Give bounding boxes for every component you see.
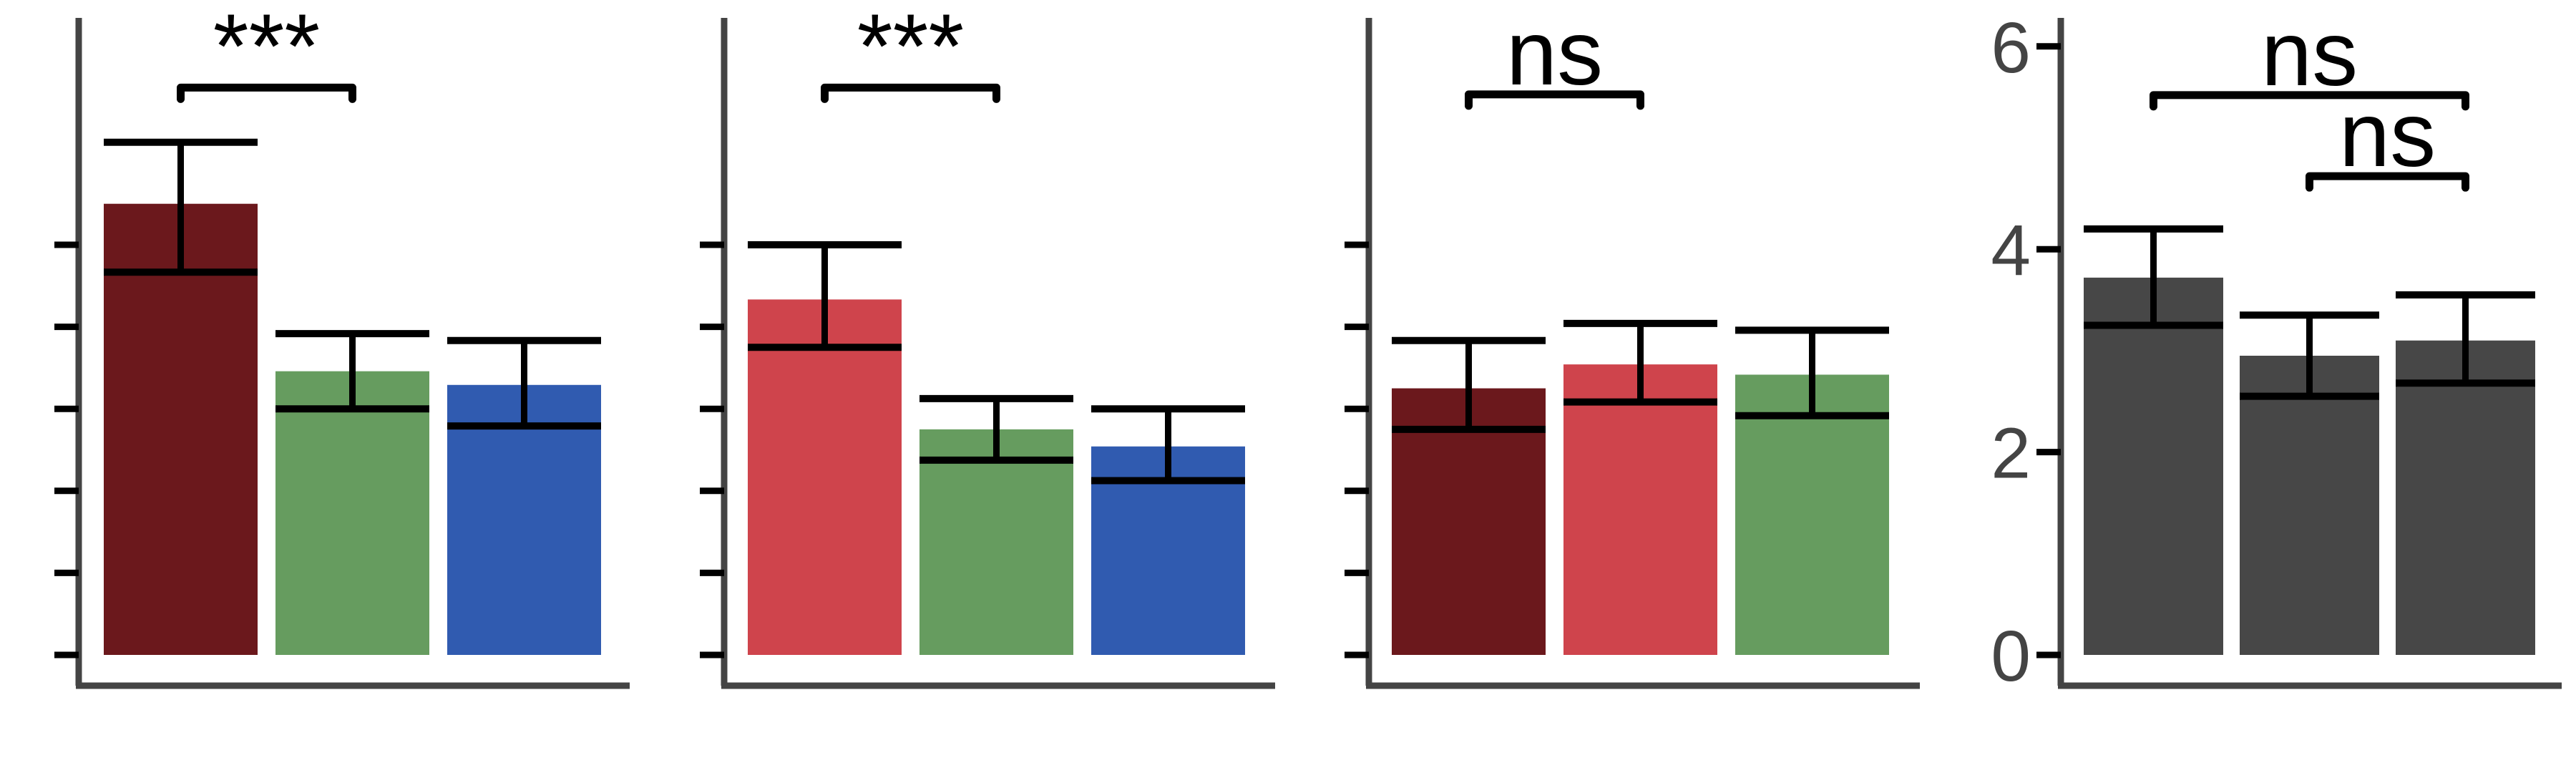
panel-1-bar-1 (104, 203, 258, 655)
panel-2-bar-2 (919, 429, 1073, 655)
panel-3-significance-bracket-1 (1465, 90, 1644, 110)
panel-4-bar-3 (2396, 340, 2535, 655)
panel-4-significance-label-1: ns (2261, 3, 2358, 105)
panel-2-significance-label-1: *** (857, 0, 964, 97)
panel-4-y-tick-label: 4 (1991, 210, 2031, 291)
panel-4-bar-2 (2240, 355, 2379, 655)
panel-4-bar-1 (2084, 277, 2223, 656)
panel-1-significance-label-1: *** (213, 0, 320, 97)
panel-2-significance-bracket-1 (821, 83, 1000, 103)
panel-3-bar-3 (1735, 374, 1889, 655)
panel-1-significance-bracket-1 (177, 83, 356, 103)
panel-4-significance-bracket-1 (2150, 91, 2469, 111)
panel-3-bar-2 (1563, 364, 1717, 655)
panel-4-y-tick-label: 6 (1991, 8, 2031, 88)
panel-4-significance-label-2: ns (2339, 84, 2436, 186)
panel-4-y-tick-label: 2 (1991, 414, 2031, 494)
panel-1-bar-2 (275, 371, 429, 655)
panel-4-y-tick-label: 0 (1991, 616, 2031, 696)
panel-1-bar-3 (447, 384, 601, 655)
panel-3-significance-label-1: ns (1506, 2, 1603, 105)
panel-4-significance-bracket-2 (2306, 172, 2469, 192)
panel-2-bar-1 (748, 299, 902, 655)
